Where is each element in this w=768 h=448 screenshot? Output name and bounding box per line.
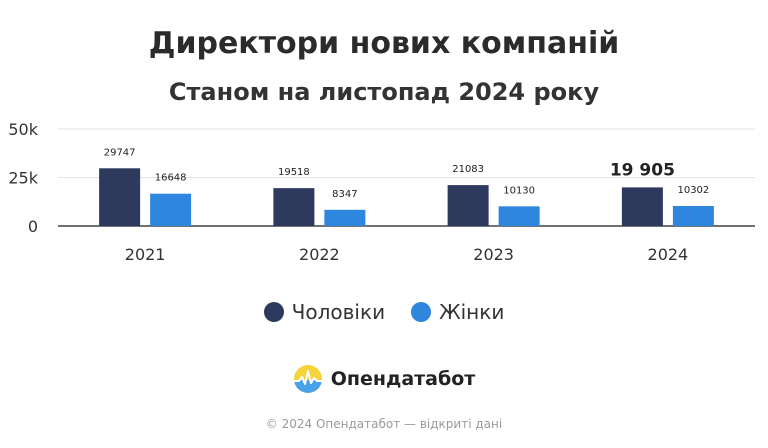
legend-label-women: Жінки — [439, 300, 505, 324]
bar-chart: 0 25k 50k 29747 16648 2021 19518 8347 2022 21083 1… — [8, 120, 755, 264]
data-label: 10130 — [503, 185, 535, 196]
chart-title: Директори нових компаній — [148, 26, 620, 61]
opendatabot-logo-icon — [293, 365, 322, 393]
x-tick-label: 2021 — [125, 245, 166, 264]
footer-copyright: © 2024 Опендатабот — відкриті дані — [265, 417, 503, 431]
data-label: 19518 — [278, 167, 310, 178]
bar — [621, 187, 663, 226]
x-tick-label: 2022 — [299, 245, 340, 264]
data-label: 29747 — [104, 147, 136, 158]
data-label: 8347 — [332, 189, 357, 200]
legend-swatch-women — [411, 302, 432, 322]
x-tick-label: 2023 — [473, 245, 514, 264]
bar — [672, 206, 714, 226]
data-label: 21083 — [452, 164, 484, 175]
brand-logo[interactable]: Опендатабот — [0, 364, 768, 394]
x-tick-label: 2024 — [648, 245, 689, 264]
legend-item-women[interactable]: Жінки — [411, 300, 504, 324]
logo-text: Опендатабот — [330, 368, 476, 390]
legend-swatch-men — [263, 302, 284, 322]
bar — [324, 209, 366, 226]
y-tick-label: 50k — [8, 120, 38, 139]
chart-subtitle: Станом на листопад 2024 року — [168, 78, 600, 106]
bar — [150, 193, 192, 226]
y-tick-label: 0 — [28, 217, 38, 236]
bar — [99, 168, 141, 226]
legend: Чоловіки Жінки — [0, 300, 768, 324]
bar — [498, 206, 540, 226]
legend-item-men[interactable]: Чоловіки — [263, 300, 386, 324]
data-label: 10302 — [677, 185, 709, 196]
data-label: 19 905 — [610, 160, 675, 180]
bar — [447, 185, 489, 226]
legend-label-men: Чоловіки — [291, 300, 386, 324]
y-tick-label: 25k — [8, 169, 38, 188]
bar — [273, 188, 315, 226]
data-label: 16648 — [155, 173, 187, 184]
